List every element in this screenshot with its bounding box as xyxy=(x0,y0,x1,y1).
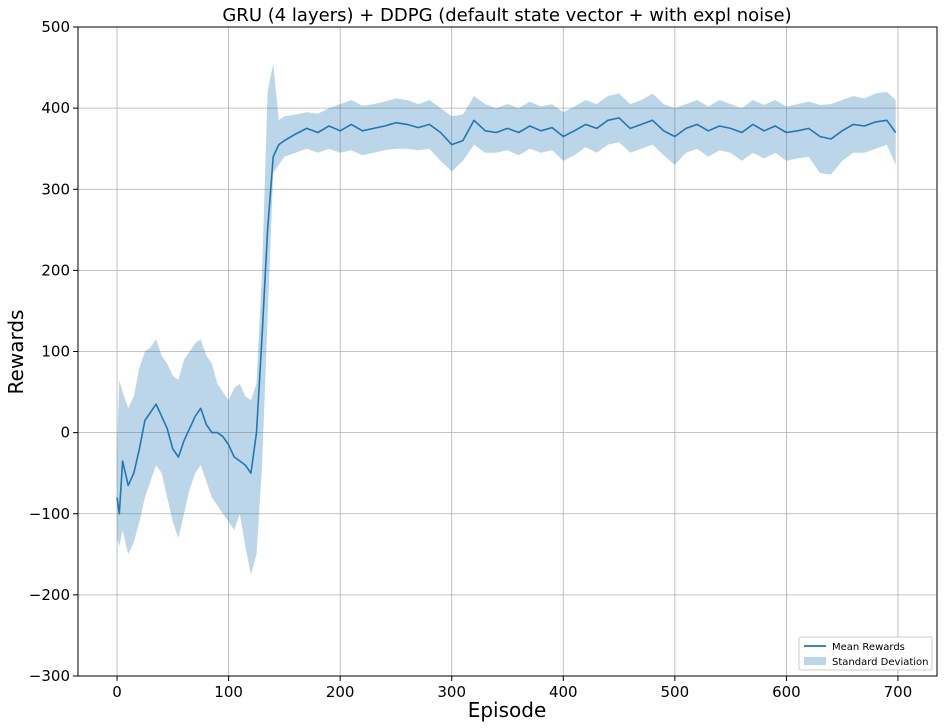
x-tick-label: 300 xyxy=(437,683,466,701)
y-tick-label: 300 xyxy=(41,180,70,198)
x-tick-label: 0 xyxy=(112,683,122,701)
x-tick-label: 400 xyxy=(549,683,578,701)
mean-line-layer xyxy=(116,117,897,515)
y-tick-label: 200 xyxy=(41,261,70,279)
legend: Mean Rewards Standard Deviation xyxy=(798,636,933,671)
std-band-layer xyxy=(117,63,896,575)
x-tick-label: 200 xyxy=(326,683,355,701)
x-tick-label: 100 xyxy=(214,683,243,701)
y-axis-label: Rewards xyxy=(4,310,28,395)
y-tick-label: 100 xyxy=(41,343,70,361)
x-tick-label: 600 xyxy=(772,683,801,701)
legend-label-std: Standard Deviation xyxy=(832,657,929,668)
legend-band-swatch xyxy=(804,657,826,665)
y-ticks: −300 −200 −100 0 100 200 300 400 500 xyxy=(29,18,78,685)
y-tick-label: 400 xyxy=(41,99,70,117)
mean-rewards-line xyxy=(116,117,897,515)
legend-label-mean: Mean Rewards xyxy=(832,642,905,653)
x-tick-label: 700 xyxy=(884,683,913,701)
x-ticks: 0 100 200 300 400 500 600 700 xyxy=(112,676,912,701)
y-tick-label: −300 xyxy=(29,667,70,685)
std-deviation-band xyxy=(117,63,896,575)
x-tick-label: 500 xyxy=(661,683,690,701)
chart-title: GRU (4 layers) + DDPG (default state vec… xyxy=(222,5,791,26)
y-tick-label: 0 xyxy=(60,424,70,442)
legend-box xyxy=(798,636,933,671)
y-tick-label: −100 xyxy=(29,505,70,523)
x-axis-label: Episode xyxy=(468,698,547,722)
y-tick-label: 500 xyxy=(41,18,70,36)
y-tick-label: −200 xyxy=(29,586,70,604)
